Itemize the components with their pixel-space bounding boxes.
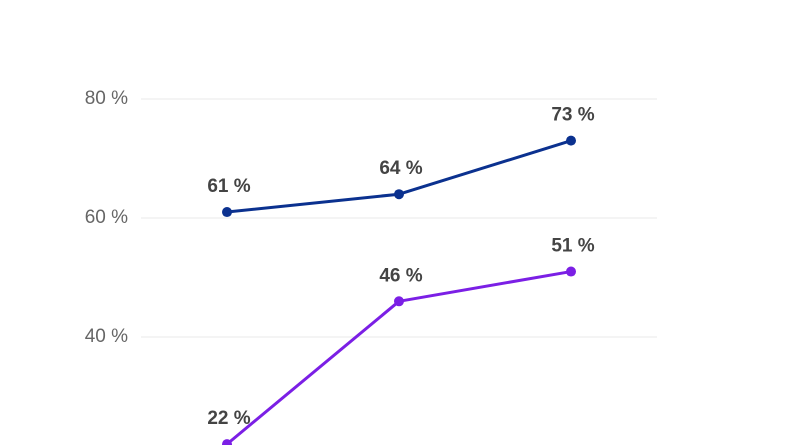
data-point: [394, 296, 404, 307]
data-label: 64 %: [379, 158, 422, 179]
data-point: [394, 189, 404, 200]
data-point: [566, 135, 576, 146]
y-tick-label: 80 %: [85, 88, 128, 109]
data-label: 46 %: [379, 265, 422, 286]
y-tick-label: 60 %: [85, 207, 128, 228]
data-label: 51 %: [551, 236, 594, 257]
data-point: [566, 266, 576, 277]
data-point: [222, 207, 232, 218]
data-point: [222, 439, 232, 445]
data-label: 22 %: [207, 408, 250, 429]
data-label: 61 %: [207, 176, 250, 197]
y-tick-label: 40 %: [85, 326, 128, 347]
data-label: 73 %: [551, 105, 594, 126]
